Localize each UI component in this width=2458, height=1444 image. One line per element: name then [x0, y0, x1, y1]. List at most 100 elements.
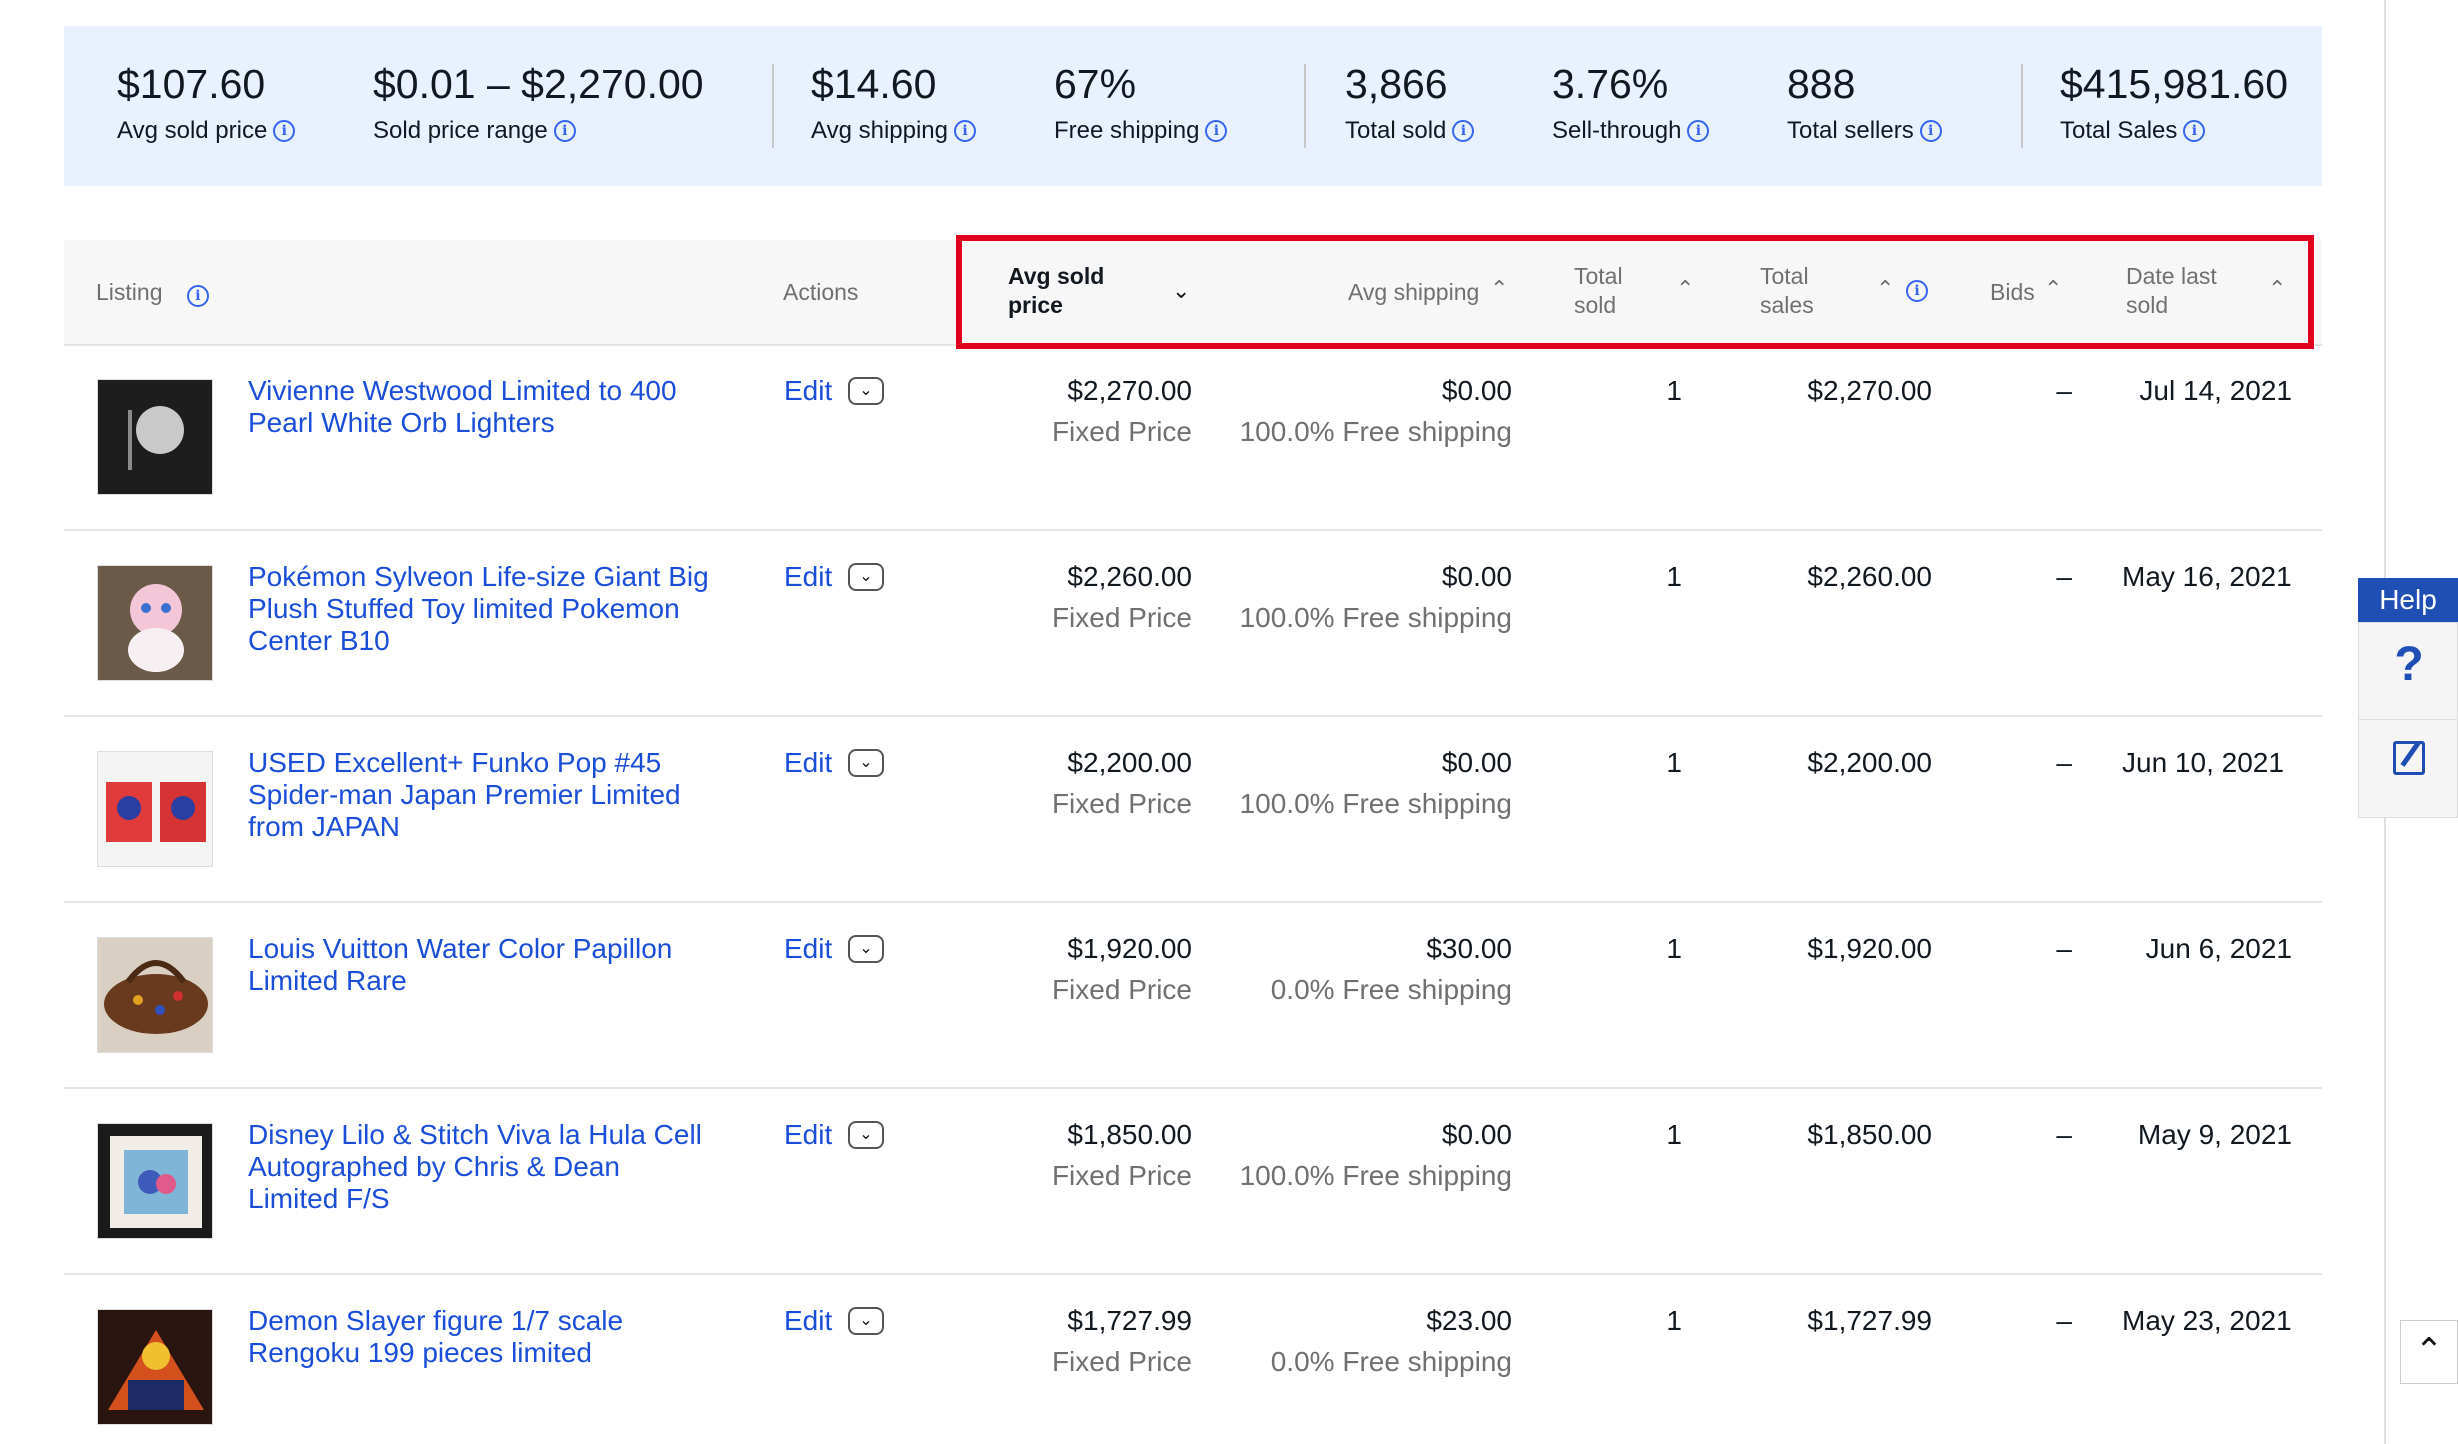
sort-icon[interactable]: ⌃ [2044, 276, 2063, 301]
header-actions: Actions [783, 279, 859, 305]
chevron-down-icon[interactable]: ⌄ [848, 1307, 884, 1335]
listing-thumbnail[interactable] [97, 1123, 213, 1239]
date-last-sold-cell: Jul 14, 2021 [2139, 375, 2292, 406]
sort-icon[interactable]: ⌃ [1876, 276, 1895, 301]
bids-cell: – [2056, 1305, 2072, 1336]
header-date-last-sold[interactable]: Date last sold [2126, 262, 2217, 320]
listing-title-link[interactable]: Vivienne Westwood Limited to 400 Pearl W… [248, 375, 677, 438]
stat-value: 67% [1054, 61, 1137, 107]
stat-avg-shipping: $14.60 Avg shipping i [811, 61, 976, 145]
bids-cell: – [2056, 1119, 2072, 1150]
help-tab[interactable]: Help [2358, 578, 2458, 622]
free-shipping-note: 100.0% Free shipping [1239, 788, 1512, 819]
header-label: sales [1760, 291, 1814, 318]
divider [2359, 719, 2458, 720]
bids-cell: – [2056, 747, 2072, 778]
total-sold-cell: 1 [1666, 747, 1682, 778]
edit-link[interactable]: Edit [784, 933, 833, 964]
sort-icon[interactable]: ⌃ [2268, 276, 2287, 301]
header-total-sales[interactable]: Total sales [1760, 262, 1814, 320]
listing-title-link[interactable]: USED Excellent+ Funko Pop #45 Spider-man… [248, 747, 681, 842]
stat-label: Total sellers [1787, 117, 1914, 145]
header-label: Date last [2126, 263, 2217, 289]
chevron-down-icon[interactable]: ⌄ [848, 563, 884, 591]
info-icon[interactable]: i [1919, 120, 1942, 143]
chevron-down-icon[interactable]: ⌄ [848, 749, 884, 777]
chevron-up-icon[interactable]: ⌃ [2400, 1320, 2458, 1384]
stat-value: $0.01 – $2,270.00 [373, 61, 704, 107]
listing-title-link[interactable]: Disney Lilo & Stitch Viva la Hula Cell A… [248, 1119, 702, 1214]
summary-stats-bar: $107.60 Avg sold price i $0.01 – $2,270.0… [64, 26, 2322, 186]
date-last-sold-cell: May 23, 2021 [2122, 1305, 2292, 1336]
stat-value: 888 [1787, 61, 1856, 107]
chevron-down-icon[interactable]: ⌄ [848, 1121, 884, 1149]
shipping-value: $0.00 [1441, 1119, 1512, 1150]
shipping-value: $23.00 [1426, 1305, 1512, 1336]
header-label: Listing [96, 279, 163, 305]
header-total-sold[interactable]: Total sold [1574, 262, 1623, 320]
stat-avg-sold-price: $107.60 Avg sold price i [117, 61, 296, 145]
info-icon[interactable]: i [1906, 280, 1928, 302]
question-icon[interactable]: ? [2394, 638, 2424, 691]
feedback-icon[interactable] [2393, 741, 2425, 775]
listing-title-link[interactable]: Pokémon Sylveon Life-size Giant Big Plus… [248, 561, 709, 656]
listing-format: Fixed Price [1051, 602, 1192, 633]
edit-link[interactable]: Edit [784, 561, 833, 592]
edit-link[interactable]: Edit [784, 375, 833, 406]
listing-thumbnail[interactable] [97, 937, 213, 1053]
info-icon[interactable]: i [2183, 120, 2206, 143]
info-icon[interactable]: i [1452, 120, 1475, 143]
info-icon[interactable]: i [186, 285, 209, 307]
header-label: price [1008, 291, 1063, 318]
chevron-down-icon[interactable]: ⌄ [848, 377, 884, 405]
edit-link[interactable]: Edit [784, 1119, 833, 1150]
stat-label: Total Sales [2060, 117, 2178, 145]
stat-sold-price-range: $0.01 – $2,270.00 Sold price range i [373, 61, 704, 145]
info-icon[interactable]: i [273, 120, 296, 143]
listing-thumbnail[interactable] [97, 751, 213, 867]
avg-shipping-cell: $0.00 100.0% Free shipping [1212, 561, 1512, 634]
listing-thumbnail[interactable] [97, 1309, 213, 1425]
chevron-down-icon[interactable]: ⌄ [848, 935, 884, 963]
listing-title-link[interactable]: Demon Slayer figure 1/7 scale Rengoku 19… [248, 1305, 624, 1368]
avg-sold-price-cell: $1,920.00 Fixed Price [1052, 933, 1192, 1006]
listing-format: Fixed Price [1051, 1346, 1192, 1377]
table-row: Vivienne Westwood Limited to 400 Pearl W… [64, 345, 2322, 531]
info-icon[interactable]: i [954, 120, 976, 143]
price-value: $2,200.00 [1067, 747, 1192, 778]
avg-shipping-cell: $30.00 0.0% Free shipping [1212, 933, 1512, 1006]
date-last-sold-cell: May 16, 2021 [2122, 561, 2292, 592]
free-shipping-note: 100.0% Free shipping [1239, 416, 1512, 447]
total-sold-cell: 1 [1666, 1305, 1682, 1336]
listing-thumbnail[interactable] [97, 565, 213, 681]
header-listing: Listing i [96, 278, 209, 307]
avg-sold-price-cell: $2,200.00 Fixed Price [1052, 747, 1192, 820]
divider [2021, 64, 2023, 148]
avg-sold-price-cell: $2,260.00 Fixed Price [1052, 561, 1192, 634]
header-avg-sold-price[interactable]: Avg sold price [1008, 262, 1104, 320]
sort-icon[interactable]: ⌃ [1676, 276, 1695, 301]
sort-icon[interactable]: ⌃ [1490, 276, 1509, 301]
edit-link[interactable]: Edit [784, 747, 833, 778]
header-avg-shipping[interactable]: Avg shipping [1348, 279, 1480, 305]
total-sold-cell: 1 [1666, 375, 1682, 406]
date-last-sold-cell: May 9, 2021 [2137, 1119, 2292, 1150]
avg-sold-price-cell: $1,850.00 Fixed Price [1052, 1119, 1192, 1192]
listing-title-link[interactable]: Louis Vuitton Water Color Papillon Limit… [248, 933, 673, 996]
chevron-down-icon[interactable]: ⌄ [1172, 278, 1191, 303]
stat-label: Sell-through [1552, 117, 1682, 145]
info-icon[interactable]: i [1205, 120, 1228, 143]
stat-value: 3.76% [1552, 61, 1669, 107]
free-shipping-note: 0.0% Free shipping [1270, 1346, 1512, 1377]
listing-thumbnail[interactable] [97, 379, 213, 495]
total-sold-cell: 1 [1666, 561, 1682, 592]
avg-shipping-cell: $0.00 100.0% Free shipping [1212, 747, 1512, 820]
header-label: sold [1574, 291, 1617, 318]
info-icon[interactable]: i [553, 120, 576, 143]
edit-link[interactable]: Edit [784, 1305, 833, 1336]
stat-value: $415,981.60 [2060, 61, 2289, 107]
header-bids[interactable]: Bids [1990, 279, 2035, 305]
date-last-sold-cell: Jun 6, 2021 [2145, 933, 2292, 964]
info-icon[interactable]: i [1687, 120, 1710, 143]
price-value: $1,920.00 [1067, 933, 1192, 964]
